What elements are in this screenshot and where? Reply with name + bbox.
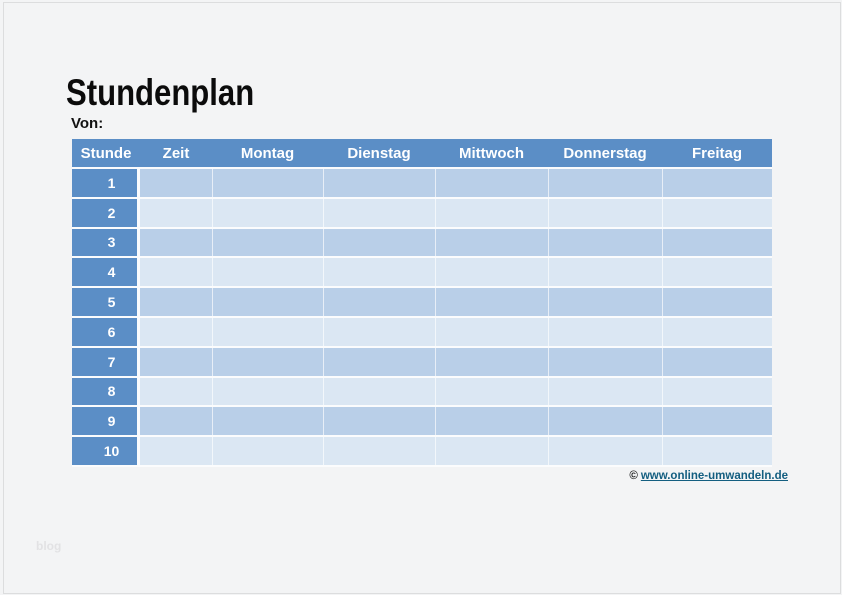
- timetable-row: 10: [72, 437, 772, 467]
- column-header-freitag: Freitag: [691, 144, 742, 162]
- stunde-number-cell: 3: [72, 228, 140, 257]
- column-header-stunde: Stunde: [80, 144, 132, 162]
- timetable-cell-mittwoch[interactable]: [435, 407, 548, 436]
- timetable-cell-mittwoch[interactable]: [435, 288, 548, 316]
- stunde-number-cell: 9: [72, 407, 140, 436]
- timetable-cell-montag[interactable]: [212, 258, 323, 287]
- column-header-donnerstag: Donnerstag: [563, 144, 647, 162]
- timetable-cell-zeit[interactable]: [140, 228, 212, 257]
- stunde-number-cell: 10: [72, 437, 140, 465]
- timetable-cell-donnerstag[interactable]: [548, 407, 662, 436]
- timetable-header-row: Stunde Zeit Montag Dienstag Mittwoch Donnerst…: [72, 139, 772, 169]
- timetable-cell-zeit[interactable]: [140, 437, 212, 465]
- timetable-row: 7: [72, 347, 772, 378]
- stunde-number-cell: 4: [72, 258, 140, 287]
- timetable-row: 9: [72, 407, 772, 438]
- timetable-cell-freitag[interactable]: [662, 347, 772, 376]
- timetable-cell-freitag[interactable]: [662, 407, 772, 436]
- timetable-cell-donnerstag[interactable]: [548, 169, 662, 197]
- timetable: Stunde Zeit Montag Dienstag Mittwoch Donnerst…: [72, 139, 772, 467]
- timetable-cell-freitag[interactable]: [662, 288, 772, 316]
- timetable-cell-donnerstag[interactable]: [548, 258, 662, 287]
- timetable-cell-mittwoch[interactable]: [435, 258, 548, 287]
- stunde-number-cell: 7: [72, 347, 140, 376]
- timetable-cell-dienstag[interactable]: [323, 407, 435, 436]
- copyright-symbol: ©: [629, 470, 638, 482]
- timetable-cell-donnerstag[interactable]: [548, 347, 662, 376]
- page-title: Stundenplan: [66, 72, 255, 113]
- stunde-number-cell: 8: [72, 377, 140, 406]
- column-header-dienstag: Dienstag: [347, 144, 411, 162]
- timetable-cell-dienstag[interactable]: [323, 317, 435, 346]
- column-header-zeit: Zeit: [162, 144, 190, 162]
- timetable-cell-montag[interactable]: [212, 317, 323, 346]
- blog-watermark: blog: [36, 539, 62, 553]
- timetable-cell-zeit[interactable]: [140, 317, 212, 346]
- timetable-cell-mittwoch[interactable]: [435, 169, 548, 197]
- timetable-cell-zeit[interactable]: [140, 347, 212, 376]
- stunde-number-cell: 2: [72, 198, 140, 227]
- timetable-row: 2: [72, 198, 772, 229]
- timetable-cell-montag[interactable]: [212, 228, 323, 257]
- timetable-cell-montag[interactable]: [212, 377, 323, 406]
- timetable-cell-donnerstag[interactable]: [548, 377, 662, 406]
- timetable-cell-donnerstag[interactable]: [548, 437, 662, 465]
- timetable-cell-mittwoch[interactable]: [435, 228, 548, 257]
- stunde-number-cell: 5: [72, 288, 140, 316]
- footer-credit: © www.online-umwandeln.de: [629, 470, 788, 482]
- credit-link[interactable]: www.online-umwandeln.de: [640, 470, 788, 482]
- timetable-cell-dienstag[interactable]: [323, 377, 435, 406]
- von-label: Von:: [71, 115, 104, 132]
- timetable-cell-dienstag[interactable]: [323, 169, 435, 197]
- timetable-cell-zeit[interactable]: [140, 407, 212, 436]
- timetable-cell-zeit[interactable]: [140, 288, 212, 316]
- timetable-cell-mittwoch[interactable]: [435, 317, 548, 346]
- column-header-mittwoch: Mittwoch: [459, 144, 524, 162]
- timetable-cell-freitag[interactable]: [662, 198, 772, 227]
- timetable-cell-montag[interactable]: [212, 437, 323, 465]
- column-header-montag: Montag: [240, 144, 295, 162]
- timetable-cell-zeit[interactable]: [140, 258, 212, 287]
- timetable-cell-zeit[interactable]: [140, 198, 212, 227]
- timetable-cell-dienstag[interactable]: [323, 437, 435, 465]
- timetable-cell-dienstag[interactable]: [323, 228, 435, 257]
- timetable-cell-montag[interactable]: [212, 407, 323, 436]
- timetable-cell-freitag[interactable]: [662, 377, 772, 406]
- timetable-cell-dienstag[interactable]: [323, 347, 435, 376]
- timetable-cell-mittwoch[interactable]: [435, 377, 548, 406]
- timetable-cell-donnerstag[interactable]: [548, 228, 662, 257]
- timetable-cell-mittwoch[interactable]: [435, 198, 548, 227]
- timetable-cell-donnerstag[interactable]: [548, 288, 662, 316]
- timetable-cell-dienstag[interactable]: [323, 288, 435, 316]
- timetable-row: 5: [72, 288, 772, 318]
- timetable-cell-donnerstag[interactable]: [548, 317, 662, 346]
- stunde-number-cell: 1: [72, 169, 140, 197]
- timetable-cell-freitag[interactable]: [662, 258, 772, 287]
- timetable-row: 4: [72, 258, 772, 289]
- timetable-cell-dienstag[interactable]: [323, 258, 435, 287]
- timetable-row: 3: [72, 228, 772, 259]
- timetable-row: 8: [72, 377, 772, 408]
- timetable-row: 6: [72, 317, 772, 348]
- timetable-row: 1: [72, 169, 772, 199]
- stunde-number-cell: 6: [72, 317, 140, 346]
- timetable-cell-zeit[interactable]: [140, 377, 212, 406]
- timetable-cell-montag[interactable]: [212, 347, 323, 376]
- timetable-cell-freitag[interactable]: [662, 317, 772, 346]
- timetable-cell-montag[interactable]: [212, 198, 323, 227]
- timetable-cell-freitag[interactable]: [662, 228, 772, 257]
- timetable-cell-freitag[interactable]: [662, 437, 772, 465]
- timetable-cell-donnerstag[interactable]: [548, 198, 662, 227]
- timetable-cell-montag[interactable]: [212, 169, 323, 197]
- timetable-cell-mittwoch[interactable]: [435, 347, 548, 376]
- timetable-cell-montag[interactable]: [212, 288, 323, 316]
- timetable-cell-zeit[interactable]: [140, 169, 212, 197]
- timetable-body: 1 2 3 4 5 6 7 8 9 10: [72, 169, 772, 467]
- timetable-cell-mittwoch[interactable]: [435, 437, 548, 465]
- timetable-cell-freitag[interactable]: [662, 169, 772, 197]
- timetable-cell-dienstag[interactable]: [323, 198, 435, 227]
